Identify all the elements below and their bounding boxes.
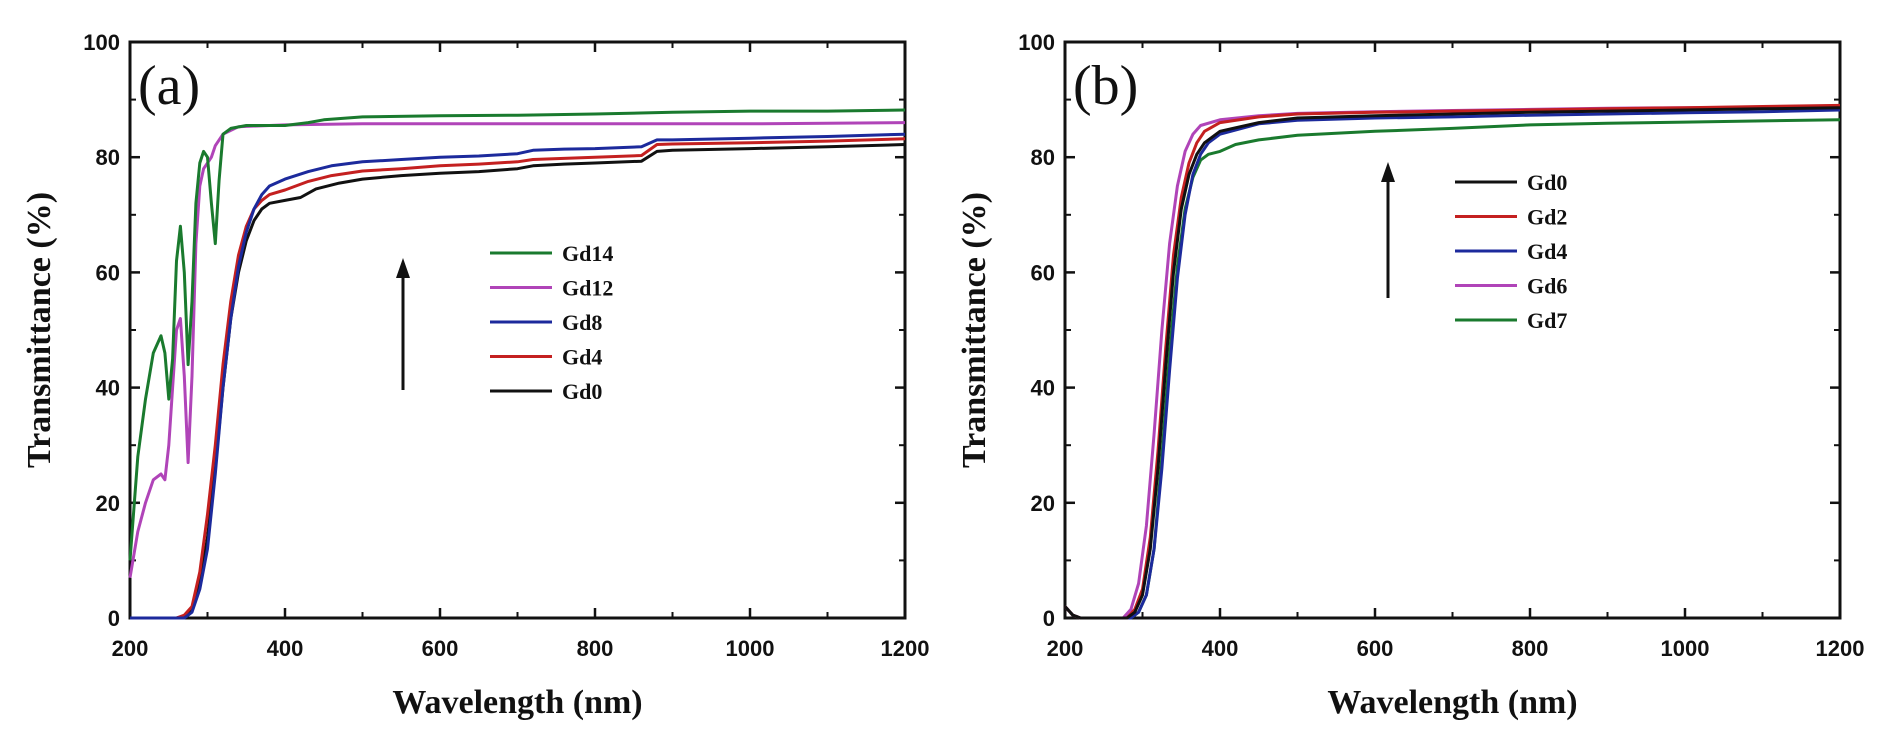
plot-frame-a xyxy=(128,40,907,620)
y-tick-label-b: 40 xyxy=(1031,376,1055,401)
legend-label-gd7-b: Gd7 xyxy=(1527,308,1567,333)
x-tick-label-b: 600 xyxy=(1357,636,1394,661)
legend-label-gd12-a: Gd12 xyxy=(562,276,613,301)
series-line-gd12-a xyxy=(128,121,906,578)
y-tick-label-a: 100 xyxy=(83,30,120,55)
x-tick-label-a: 1000 xyxy=(726,636,775,661)
y-axis-title-a: Transmittance (%) xyxy=(21,192,58,468)
x-tick-label-b: 1200 xyxy=(1816,636,1865,661)
x-tick-label-a: 400 xyxy=(267,636,304,661)
x-tick-label-a: 200 xyxy=(112,636,149,661)
series-line-gd6-b xyxy=(1063,105,1841,620)
legend-label-gd6-b: Gd6 xyxy=(1527,274,1567,299)
legend-label-gd14-a: Gd14 xyxy=(562,241,613,266)
series-line-gd2-b xyxy=(1063,103,1841,620)
y-tick-label-a: 60 xyxy=(96,260,120,285)
y-tick-label-a: 20 xyxy=(96,491,120,516)
x-tick-label-b: 200 xyxy=(1047,636,1084,661)
y-tick-label-a: 80 xyxy=(96,145,120,170)
y-axis-title-b: Transmittance (%) xyxy=(956,192,993,468)
legend-label-gd2-b: Gd2 xyxy=(1527,205,1567,230)
y-tick-label-b: 20 xyxy=(1031,491,1055,516)
arrow-up-icon-b xyxy=(1381,162,1395,182)
legend-label-gd0-a: Gd0 xyxy=(562,379,602,404)
legend-label-gd0-b: Gd0 xyxy=(1527,170,1567,195)
y-tick-label-a: 0 xyxy=(108,606,120,631)
series-line-gd8-a xyxy=(130,132,906,620)
chart-panel-a: 200 400 600 800 1000 1200 0 20 40 60 80 100 Waveleng… xyxy=(21,30,929,721)
series-line-gd0-b xyxy=(1063,106,1841,620)
panel-label-b: (b) xyxy=(1073,55,1138,117)
chart-panel-b: 200 400 600 800 1000 1200 0 20 40 60 80 100 Waveleng… xyxy=(956,30,1864,721)
x-axis-title-b: Wavelength (nm) xyxy=(1327,684,1577,721)
x-tick-label-b: 800 xyxy=(1512,636,1549,661)
y-tick-label-b: 0 xyxy=(1043,606,1055,631)
legend-label-gd4-a: Gd4 xyxy=(562,345,602,370)
series-line-gd14-a xyxy=(128,108,906,561)
y-tick-label-b: 80 xyxy=(1031,145,1055,170)
legend-label-gd4-b: Gd4 xyxy=(1527,239,1567,264)
y-tick-label-b: 100 xyxy=(1018,30,1055,55)
y-tick-label-a: 40 xyxy=(96,376,120,401)
series-line-gd4-b xyxy=(1063,108,1841,620)
arrow-up-icon-a xyxy=(396,258,410,278)
x-tick-label-b: 1000 xyxy=(1661,636,1710,661)
legend-label-gd8-a: Gd8 xyxy=(562,310,602,335)
x-tick-label-a: 1200 xyxy=(881,636,930,661)
y-tick-label-b: 60 xyxy=(1031,260,1055,285)
x-tick-label-a: 800 xyxy=(577,636,614,661)
series-line-gd4-a xyxy=(130,137,906,620)
panel-label-a: (a) xyxy=(138,55,200,117)
x-tick-label-b: 400 xyxy=(1202,636,1239,661)
series-line-gd0-a xyxy=(130,143,906,620)
x-axis-title-a: Wavelength (nm) xyxy=(392,684,642,721)
x-tick-label-a: 600 xyxy=(422,636,459,661)
